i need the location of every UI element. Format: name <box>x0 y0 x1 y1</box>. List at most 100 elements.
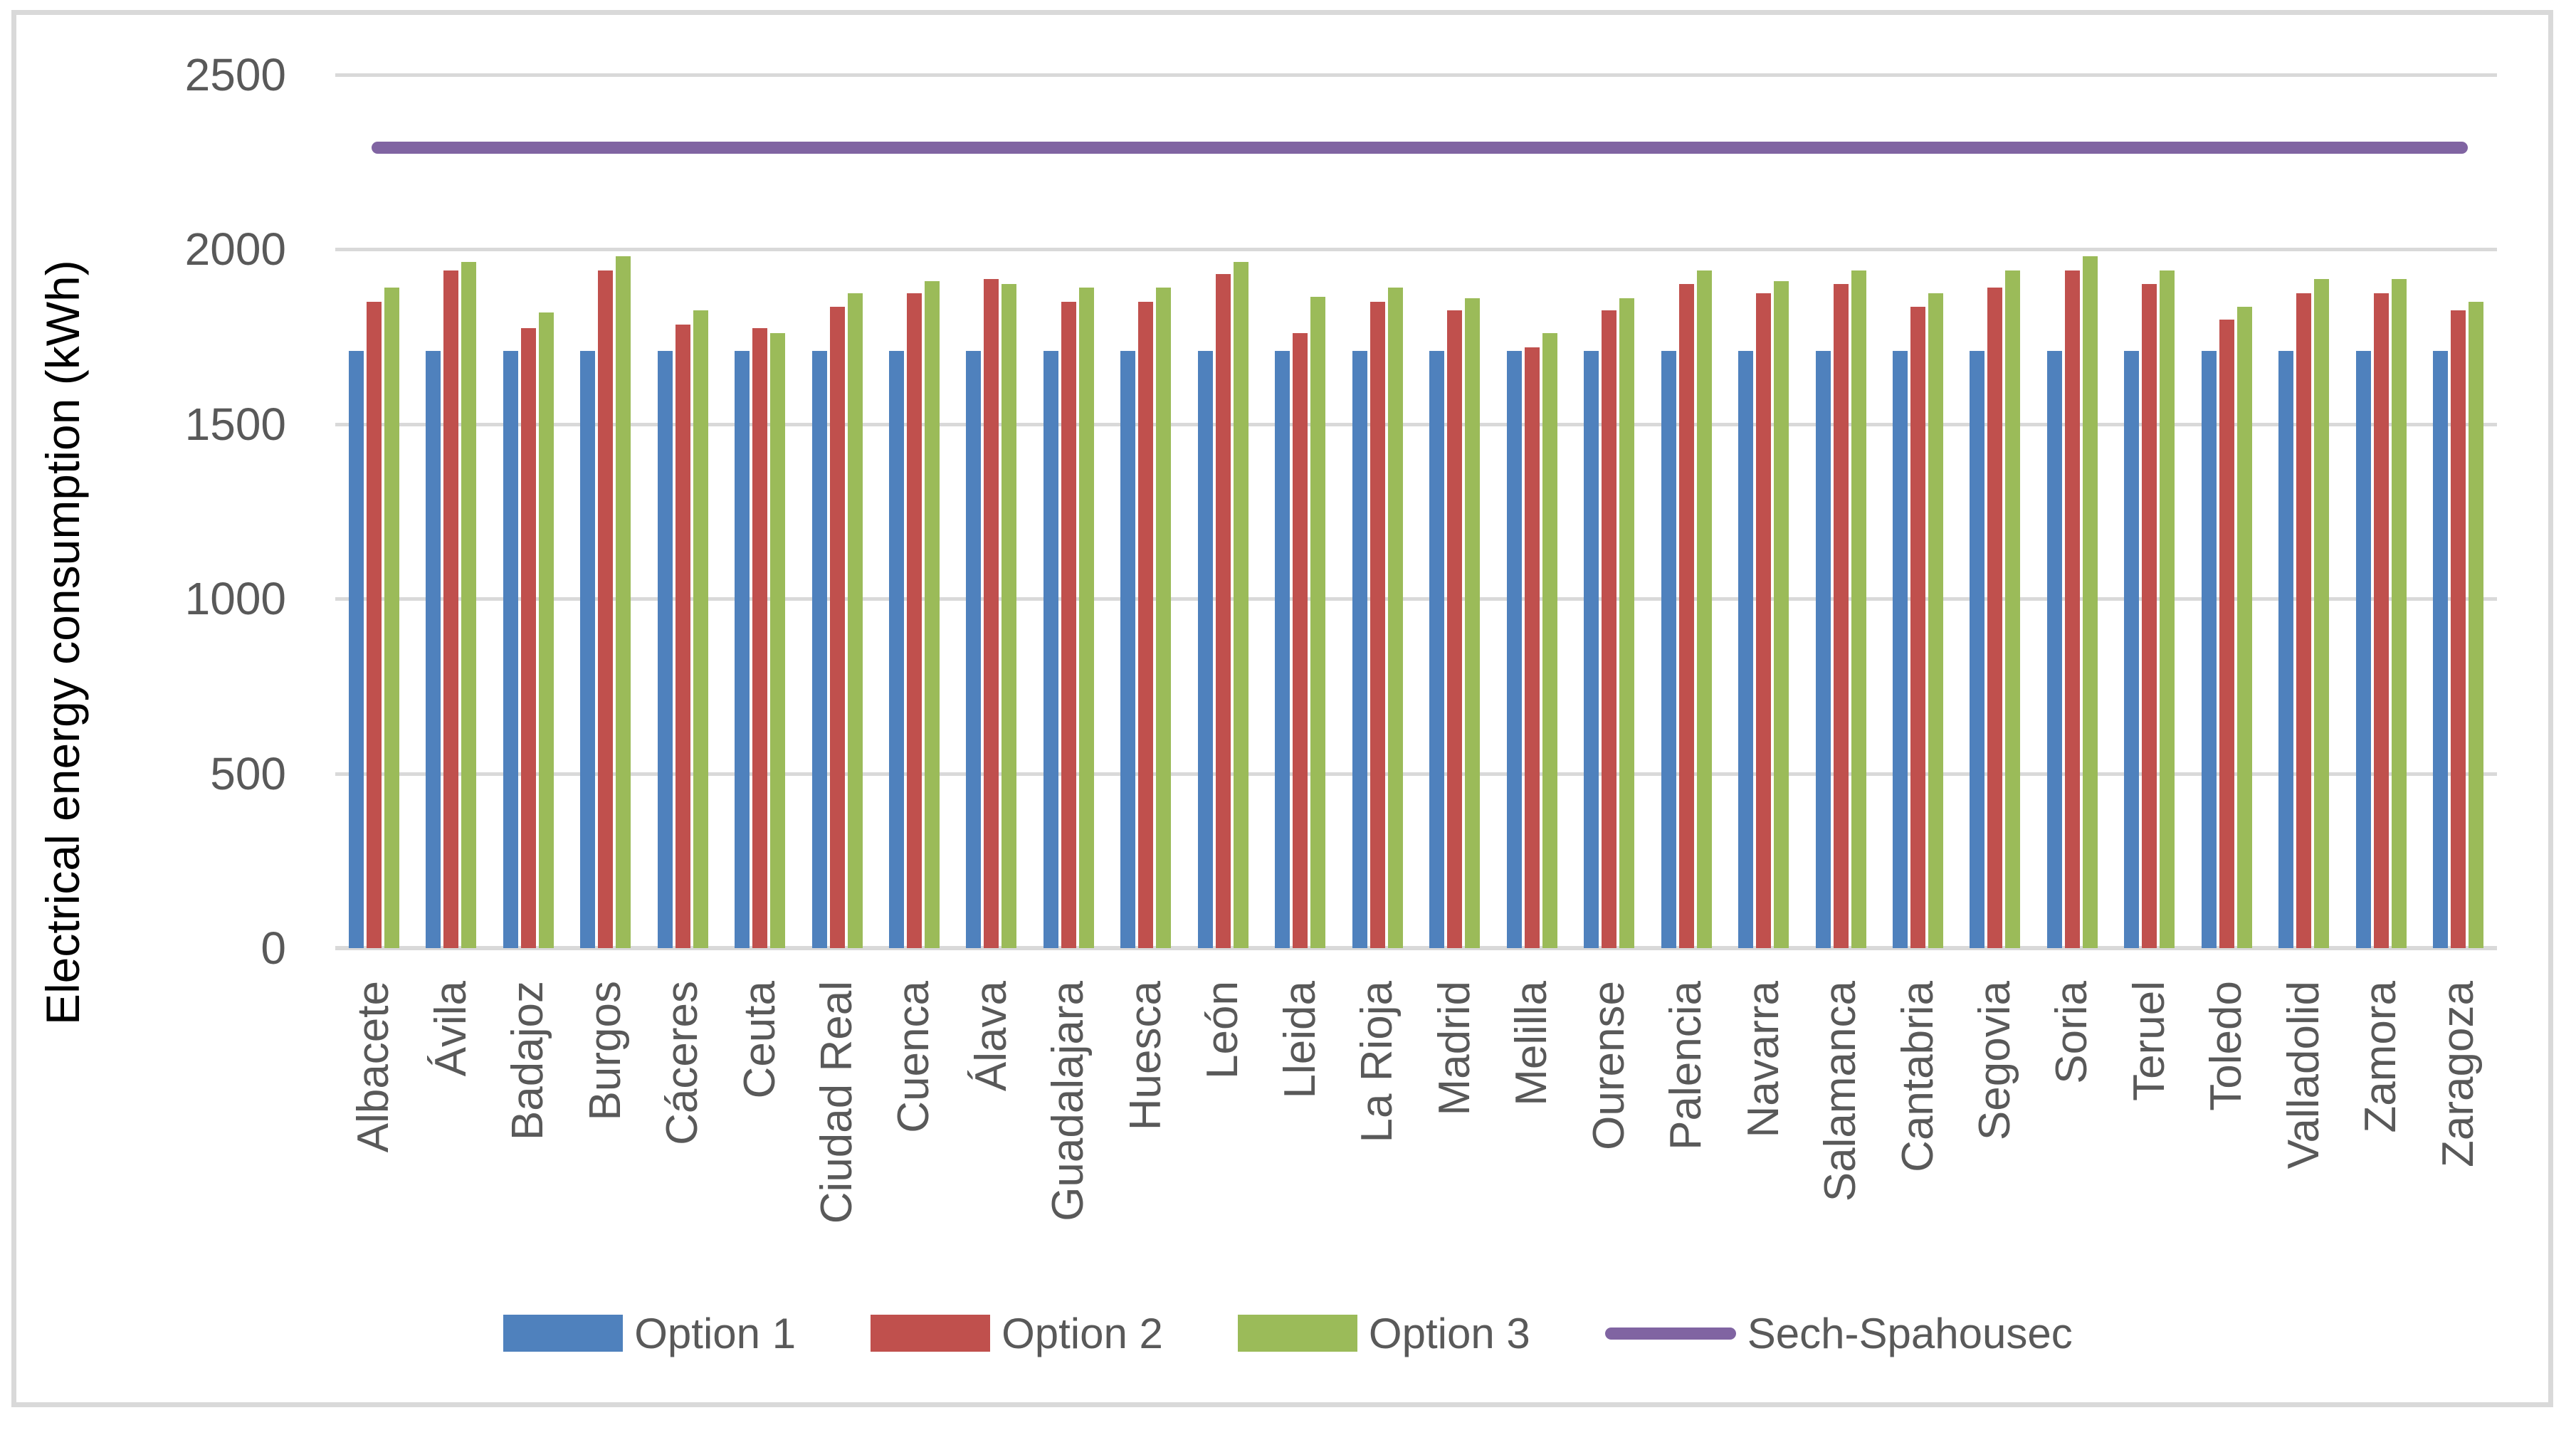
gridline-2000 <box>335 248 2497 252</box>
x-label-palencia: Palencia <box>1661 981 1711 1150</box>
x-axis-line <box>335 946 2497 950</box>
legend-line-marker <box>1604 1327 1736 1340</box>
bar-option-1-soria <box>2046 350 2062 948</box>
bar-option-1-cáceres <box>657 350 673 948</box>
bar-option-1-burgos <box>580 350 596 948</box>
x-label-huesca: Huesca <box>1120 981 1170 1131</box>
bar-option-2-cuenca <box>906 293 922 948</box>
x-label-la-rioja: La Rioja <box>1352 981 1402 1143</box>
y-axis-title: Electrical energy consumption (kWh) <box>36 260 89 1025</box>
x-label-ciudad-real: Ciudad Real <box>812 981 862 1224</box>
bar-option-1-teruel <box>2124 350 2140 948</box>
bar-option-2-burgos <box>598 270 614 948</box>
bar-option-3-segovia <box>2005 270 2021 948</box>
bar-option-1-salamanca <box>1815 350 1831 948</box>
bar-option-2-soria <box>2064 270 2080 948</box>
y-tick-label-500: 500 <box>210 747 286 799</box>
legend-item-option-1: Option 1 <box>503 1309 796 1358</box>
legend-color-swatch <box>503 1315 624 1352</box>
chart-border <box>11 10 2553 1407</box>
x-label-soria: Soria <box>2047 981 2097 1084</box>
x-label-álava: Álava <box>966 981 1016 1092</box>
x-label-ourense: Ourense <box>1584 981 1634 1150</box>
legend-label: Option 1 <box>634 1309 797 1357</box>
bar-option-3-ceuta <box>770 333 786 948</box>
bar-option-3-albacete <box>384 288 399 948</box>
bar-option-3-la-rioja <box>1387 288 1403 948</box>
bar-option-3-navarra <box>1774 280 1789 948</box>
bar-option-3-madrid <box>1465 298 1481 948</box>
bar-option-1-ávila <box>426 350 441 948</box>
bar-option-2-teruel <box>2142 284 2157 948</box>
bar-option-2-ourense <box>1602 310 1617 948</box>
bar-option-1-la-rioja <box>1352 350 1367 948</box>
bar-option-2-cantabria <box>1910 307 1926 948</box>
x-label-guadalajara: Guadalajara <box>1043 981 1093 1221</box>
bar-option-1-guadalajara <box>1043 350 1058 948</box>
bar-option-1-huesca <box>1120 350 1136 948</box>
x-label-burgos: Burgos <box>580 981 630 1121</box>
bar-option-3-toledo <box>2236 307 2252 948</box>
x-label-cantabria: Cantabria <box>1893 981 1942 1172</box>
y-tick-label-2000: 2000 <box>184 224 286 275</box>
bar-option-1-valladolid <box>2278 350 2294 948</box>
bar-option-1-palencia <box>1661 350 1676 948</box>
bar-option-3-cantabria <box>1928 293 1944 948</box>
bar-option-1-ceuta <box>735 350 750 948</box>
bar-option-1-cantabria <box>1893 350 1908 948</box>
bar-option-2-palencia <box>1678 284 1694 948</box>
x-label-ávila: Ávila <box>426 981 475 1077</box>
bar-option-3-guadalajara <box>1078 288 1094 948</box>
gridline-500 <box>335 772 2497 776</box>
x-label-navarra: Navarra <box>1738 981 1788 1138</box>
bar-option-1-ourense <box>1584 350 1599 948</box>
bar-option-1-madrid <box>1429 350 1445 948</box>
bar-option-2-león <box>1215 273 1231 948</box>
bar-option-2-toledo <box>2219 319 2234 948</box>
bar-option-3-badajoz <box>538 312 554 948</box>
x-label-salamanca: Salamanca <box>1816 981 1866 1202</box>
x-label-melilla: Melilla <box>1507 981 1557 1106</box>
bar-option-2-huesca <box>1138 302 1154 948</box>
bar-option-1-albacete <box>348 350 364 948</box>
bar-option-2-guadalajara <box>1061 302 1076 948</box>
bar-option-3-melilla <box>1542 333 1557 948</box>
bar-option-3-lleida <box>1310 296 1326 948</box>
bar-option-2-ciudad-real <box>829 307 845 948</box>
legend-label: Sech-Spahousec <box>1747 1309 2073 1357</box>
bar-option-2-zamora <box>2373 293 2389 948</box>
bar-option-3-palencia <box>1696 270 1712 948</box>
x-label-segovia: Segovia <box>1970 981 2019 1141</box>
bar-option-3-cuenca <box>924 280 940 948</box>
bar-option-2-madrid <box>1447 310 1463 948</box>
bar-option-3-ciudad-real <box>847 293 863 948</box>
bar-option-2-salamanca <box>1833 284 1849 948</box>
y-tick-label-1000: 1000 <box>184 573 286 625</box>
legend-item-sech-spahousec: Sech-Spahousec <box>1604 1309 2073 1358</box>
bar-option-1-cuenca <box>888 350 904 948</box>
bar-option-3-soria <box>2082 256 2098 948</box>
bar-option-3-burgos <box>616 256 631 948</box>
bar-option-2-cáceres <box>675 324 690 948</box>
bar-option-2-álava <box>984 279 999 948</box>
x-label-toledo: Toledo <box>2202 981 2251 1111</box>
bar-option-1-ciudad-real <box>811 350 827 948</box>
bar-option-3-salamanca <box>1851 270 1866 948</box>
bar-option-1-navarra <box>1738 350 1754 948</box>
bar-option-3-valladolid <box>2314 279 2330 948</box>
x-label-zaragoza: Zaragoza <box>2433 981 2483 1167</box>
bar-option-2-segovia <box>1987 288 2003 948</box>
bar-option-3-teruel <box>2160 270 2175 948</box>
bar-option-2-ceuta <box>752 327 768 948</box>
legend-label: Option 2 <box>1002 1309 1163 1357</box>
bar-option-2-lleida <box>1293 333 1308 948</box>
bar-option-2-badajoz <box>520 327 536 948</box>
bar-option-3-ávila <box>461 261 477 948</box>
bar-option-1-zaragoza <box>2433 350 2449 948</box>
x-label-cuenca: Cuenca <box>889 981 939 1133</box>
bar-option-1-álava <box>966 350 982 948</box>
x-label-ceuta: Ceuta <box>735 981 784 1099</box>
legend-color-swatch <box>1237 1315 1357 1352</box>
x-label-valladolid: Valladolid <box>2278 981 2328 1169</box>
bar-option-1-segovia <box>1970 350 1985 948</box>
